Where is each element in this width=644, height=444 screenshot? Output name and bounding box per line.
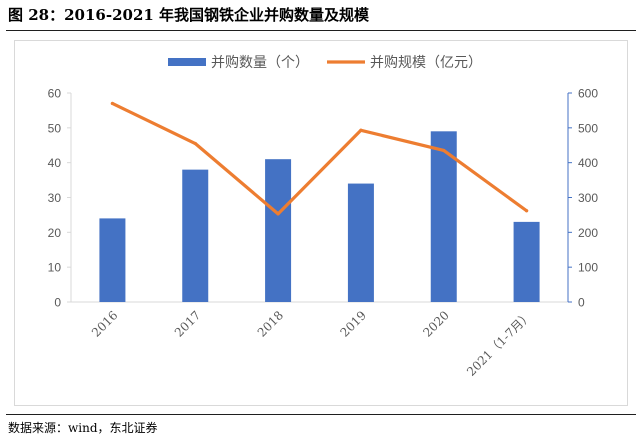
right-y-tick-label: 600 bbox=[578, 87, 598, 101]
source-note: 数据来源：wind，东北证券 bbox=[8, 421, 158, 435]
bar-count-2020 bbox=[430, 131, 457, 302]
left-y-tick-label: 20 bbox=[48, 226, 62, 240]
line-scale-point bbox=[359, 128, 363, 132]
line-scale-point bbox=[276, 212, 280, 216]
legend-label-count: 并购数量（个） bbox=[211, 55, 309, 71]
right-y-tick-label: 500 bbox=[578, 121, 598, 135]
bar-count-2018 bbox=[265, 159, 292, 302]
legend-swatch-count bbox=[168, 58, 206, 66]
right-y-tick-label: 200 bbox=[578, 226, 598, 240]
right-y-tick-label: 300 bbox=[578, 191, 598, 205]
chart-area: 0 10 20 30 40 50 60 0 100 200 300 400 500 600 2016 2017… bbox=[14, 40, 628, 406]
source-rule bbox=[6, 414, 636, 415]
x-category-label: 2018 bbox=[255, 308, 286, 339]
x-category-label: 2019 bbox=[338, 308, 369, 339]
left-y-tick-label: 30 bbox=[48, 191, 62, 205]
line-scale-point bbox=[524, 209, 529, 213]
left-y-tick-label: 50 bbox=[48, 121, 62, 135]
bar-count-2016 bbox=[99, 218, 126, 302]
bar-count-2017 bbox=[182, 169, 209, 302]
right-y-tick-label: 0 bbox=[578, 296, 585, 310]
legend-label-scale: 并购规模（亿元） bbox=[370, 55, 482, 71]
x-category-label: 2016 bbox=[89, 308, 120, 339]
left-y-tick-label: 40 bbox=[48, 156, 62, 170]
line-scale-point bbox=[193, 141, 197, 146]
right-y-tick-label: 100 bbox=[578, 261, 598, 275]
left-y-tick-label: 10 bbox=[48, 261, 62, 275]
bar-count-2021 bbox=[513, 221, 540, 302]
figure-title: 图 28：2016-2021 年我国钢铁企业并购数量及规模 bbox=[8, 6, 370, 24]
right-y-tick-label: 400 bbox=[578, 156, 598, 170]
x-category-label: 2021（1-7月） bbox=[464, 308, 535, 379]
line-scale-point bbox=[110, 101, 115, 106]
line-scale-point bbox=[442, 148, 446, 153]
title-rule bbox=[6, 30, 636, 31]
left-y-tick-label: 0 bbox=[54, 296, 61, 310]
x-category-label: 2020 bbox=[420, 308, 451, 339]
line-scale-series bbox=[110, 101, 529, 216]
bar-count-2019 bbox=[347, 183, 374, 302]
left-y-tick-label: 60 bbox=[48, 87, 62, 101]
x-category-label: 2017 bbox=[172, 308, 203, 339]
